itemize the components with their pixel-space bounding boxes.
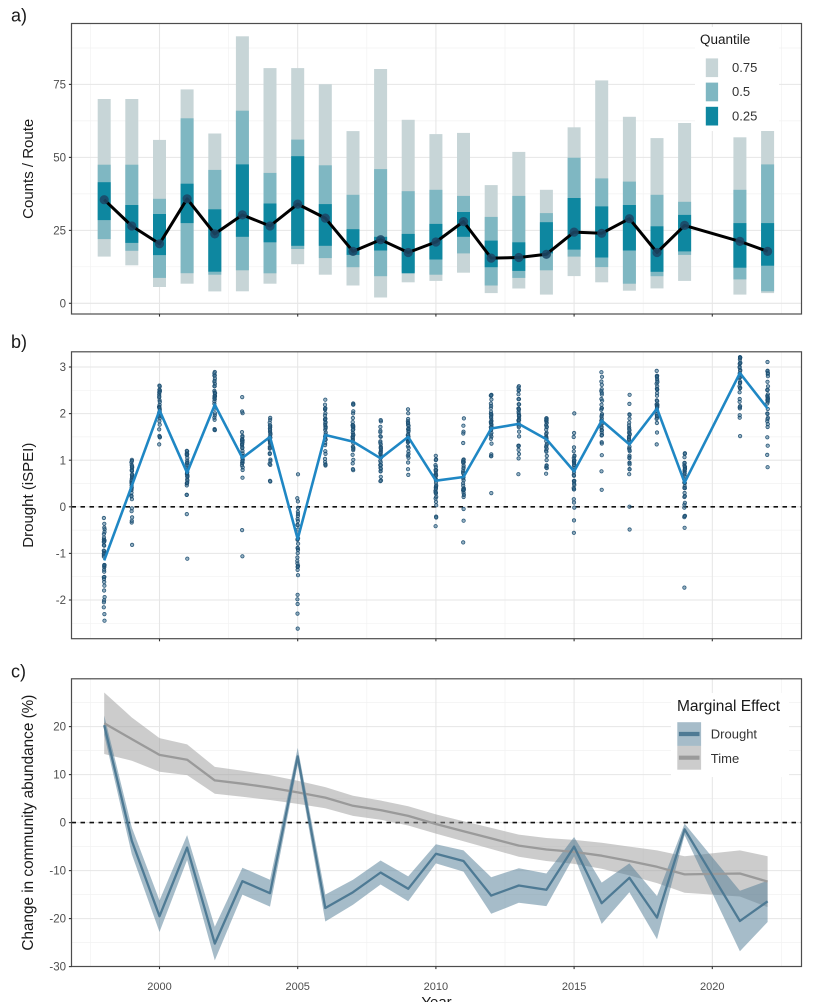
- svg-text:2015: 2015: [562, 981, 586, 993]
- svg-text:50: 50: [53, 153, 66, 165]
- svg-text:Drought (iSPEI): Drought (iSPEI): [20, 443, 37, 548]
- svg-text:0: 0: [60, 502, 66, 514]
- svg-text:20: 20: [53, 722, 66, 734]
- svg-text:0: 0: [60, 298, 66, 310]
- svg-text:a): a): [11, 6, 27, 26]
- svg-text:Time: Time: [711, 751, 739, 766]
- svg-text:Year: Year: [421, 994, 451, 1002]
- svg-text:Quantile: Quantile: [700, 32, 750, 47]
- svg-text:0: 0: [60, 818, 66, 830]
- svg-text:c): c): [11, 662, 26, 682]
- svg-text:b): b): [11, 332, 27, 352]
- svg-text:0.25: 0.25: [732, 108, 757, 123]
- svg-text:-20: -20: [49, 914, 66, 926]
- svg-text:2020: 2020: [700, 981, 724, 993]
- svg-text:-1: -1: [56, 549, 66, 561]
- svg-text:3: 3: [60, 362, 66, 374]
- svg-text:Change in community abundance: Change in community abundance (%): [20, 695, 37, 951]
- svg-text:2: 2: [60, 409, 66, 421]
- svg-text:Drought: Drought: [711, 726, 758, 741]
- svg-text:2000: 2000: [147, 981, 171, 993]
- svg-text:0.75: 0.75: [732, 60, 757, 75]
- svg-text:1: 1: [60, 455, 66, 467]
- svg-text:Marginal Effect: Marginal Effect: [677, 698, 781, 715]
- svg-text:75: 75: [53, 80, 66, 92]
- svg-text:2010: 2010: [424, 981, 448, 993]
- svg-text:Counts / Route: Counts / Route: [20, 119, 37, 219]
- svg-text:-30: -30: [49, 962, 66, 974]
- svg-text:-2: -2: [56, 595, 66, 607]
- svg-text:-10: -10: [49, 866, 66, 878]
- svg-text:25: 25: [53, 226, 66, 238]
- svg-text:10: 10: [53, 770, 66, 782]
- svg-text:2005: 2005: [285, 981, 309, 993]
- svg-text:0.5: 0.5: [732, 84, 750, 99]
